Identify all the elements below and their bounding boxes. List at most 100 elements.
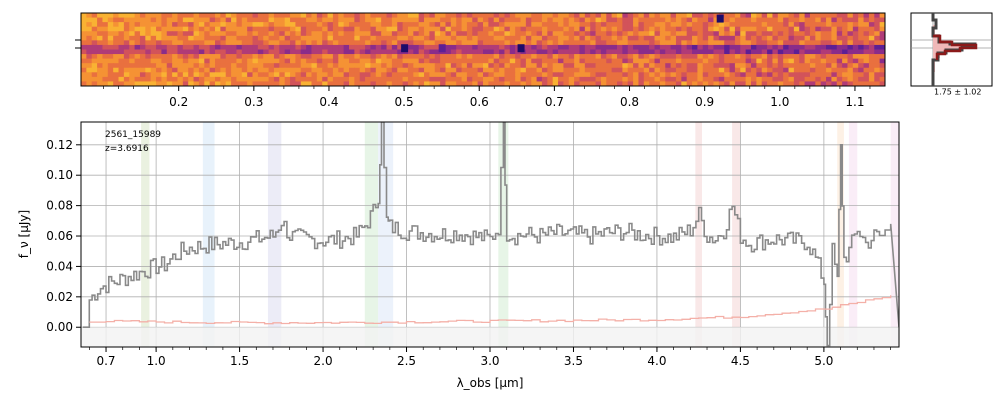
heat-cell <box>686 76 693 83</box>
heat-cell <box>182 13 189 19</box>
heat-cell <box>809 58 816 64</box>
heat-cell <box>107 26 114 32</box>
heat-cell <box>311 22 318 28</box>
line-band <box>695 122 703 347</box>
heat-cell <box>847 40 854 46</box>
heat-cell <box>713 26 720 32</box>
heat-cell <box>450 40 457 46</box>
heat-cell <box>311 54 318 60</box>
heat-cell <box>659 58 666 64</box>
heat-cell <box>263 49 270 55</box>
heat-cell <box>563 13 570 19</box>
heat-cell <box>531 54 538 60</box>
heat-cell <box>863 76 870 83</box>
heat-cell <box>826 54 832 60</box>
heat-cell <box>815 26 822 32</box>
heat-cell <box>809 17 816 23</box>
heat-cell <box>815 58 822 64</box>
heat-cell <box>713 22 720 28</box>
heat-cell <box>584 81 591 86</box>
heat-cell <box>536 54 543 60</box>
heat-cell <box>407 58 414 64</box>
heat-cell <box>97 49 104 55</box>
heat-cell <box>499 17 506 23</box>
heat-cell <box>772 35 779 41</box>
heat-cell <box>354 67 361 73</box>
heat-cell <box>91 17 98 23</box>
heat-cell <box>488 40 495 46</box>
heat-cell <box>868 76 875 83</box>
heat-cell <box>365 13 372 19</box>
heat-cell <box>424 49 430 55</box>
heat-cell <box>193 40 200 46</box>
heat-cell <box>751 63 757 69</box>
heat-cell <box>402 58 409 64</box>
heat-cell <box>799 40 806 46</box>
heat-cell <box>826 49 832 55</box>
heat-cell <box>820 22 827 28</box>
heat-cell <box>102 49 109 55</box>
heat-cell <box>520 81 527 86</box>
heat-cell <box>541 54 548 60</box>
heat-cell <box>649 81 656 86</box>
heat-cell <box>836 26 843 32</box>
heat-cell <box>590 72 597 78</box>
heat-cell <box>783 58 790 64</box>
heat-cell <box>236 31 243 37</box>
heat-cell <box>338 17 345 23</box>
heat-cell <box>113 49 120 55</box>
heat-cell <box>129 67 136 73</box>
heat-cell <box>493 63 500 69</box>
heat-cell <box>756 31 763 37</box>
heat-cell <box>166 67 173 73</box>
heat-cell <box>702 13 709 19</box>
heat-cell <box>852 13 859 19</box>
heat-cell <box>225 63 232 69</box>
heat-cell <box>284 22 291 28</box>
heat-cell <box>231 72 238 78</box>
heat-cell <box>381 26 388 32</box>
heat-cell <box>638 49 645 55</box>
heat-cell <box>499 58 506 64</box>
heat-cell <box>675 76 682 83</box>
heat-cell <box>493 72 500 78</box>
heat-cell <box>654 58 661 64</box>
heat-cell <box>525 49 532 55</box>
heat-cell <box>815 49 822 55</box>
heat-cell <box>407 54 414 60</box>
heat-cell <box>820 58 827 64</box>
heat-cell <box>477 72 484 78</box>
heat-cell <box>541 17 548 23</box>
heat-cell <box>91 63 98 69</box>
heat-cell <box>215 76 221 83</box>
heat-cell <box>826 58 832 64</box>
heat-cell <box>724 72 731 78</box>
heat-cell <box>236 40 243 46</box>
heat-cell <box>531 58 538 64</box>
heat-cell <box>225 40 232 46</box>
heat-cell <box>445 44 452 51</box>
heat-cell <box>847 72 854 78</box>
heat-cell <box>874 81 881 86</box>
heat-cell <box>692 44 698 51</box>
heat-cell <box>611 54 618 60</box>
heat-cell <box>820 31 827 37</box>
heat-cell <box>172 72 179 78</box>
heat-cell <box>118 63 125 69</box>
heat-cell <box>284 13 291 19</box>
heat-cell <box>139 44 146 51</box>
heat-cell <box>236 63 243 69</box>
heat-cell <box>622 63 629 69</box>
heat-cell <box>804 58 811 64</box>
heat-cell <box>525 31 532 37</box>
heat-cell <box>472 35 479 41</box>
heat-cell <box>574 58 581 64</box>
heat-cell <box>552 35 559 41</box>
heat-cell <box>617 31 623 37</box>
heat-cell <box>338 13 345 19</box>
heat-cell <box>552 76 559 83</box>
heat-cell <box>123 35 130 41</box>
heat-cell <box>874 72 881 78</box>
heat-cell <box>879 72 885 78</box>
heat-cell <box>365 67 372 73</box>
